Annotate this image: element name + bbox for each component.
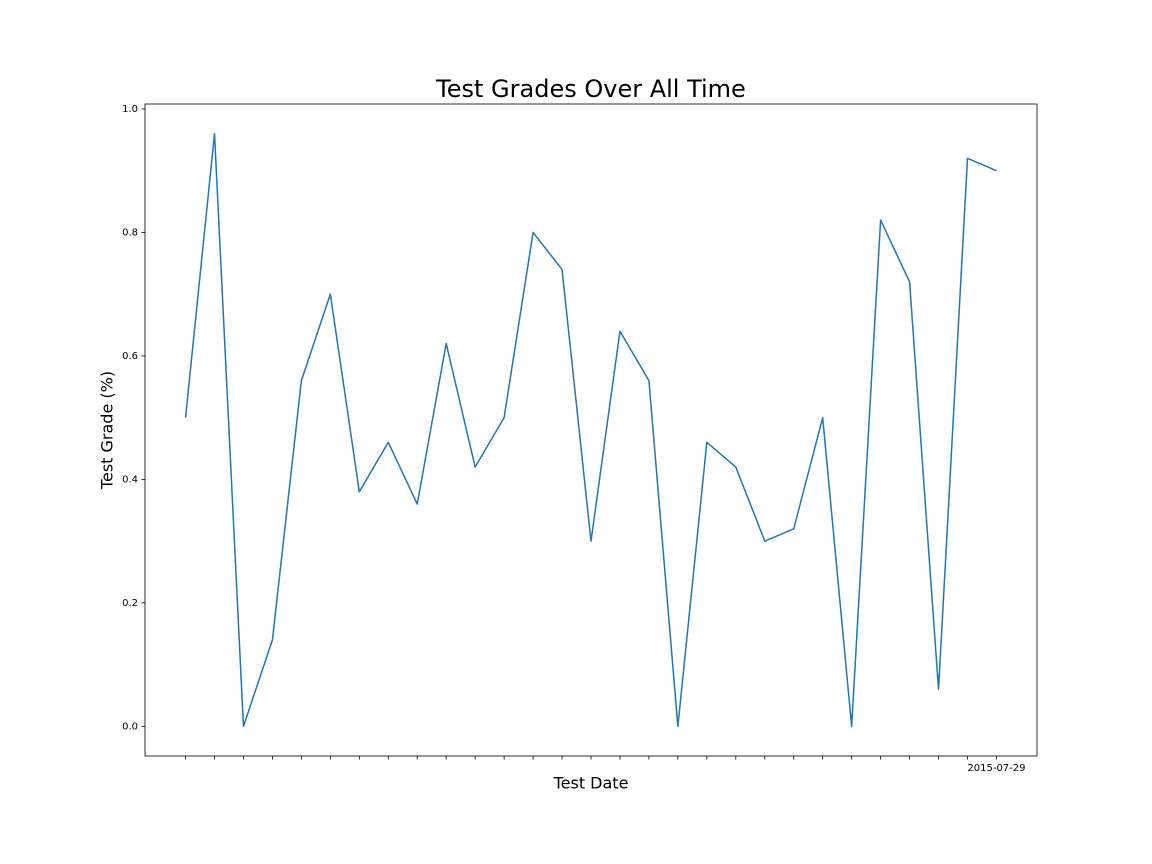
y-tick-label: 0.2 — [122, 598, 138, 609]
y-tick-label: 0.4 — [122, 474, 138, 485]
y-tick-label: 1.0 — [122, 104, 138, 115]
y-tick-label: 0.6 — [122, 351, 138, 362]
x-axis-label: Test Date — [553, 774, 629, 793]
x-tick-label: 2015-07-29 — [967, 763, 1025, 774]
y-tick-label: 0.0 — [122, 721, 138, 732]
y-tick-label: 0.8 — [122, 227, 138, 238]
y-axis-label: Test Grade (%) — [98, 371, 117, 490]
chart-title: Test Grades Over All Time — [435, 75, 746, 103]
line-series — [184, 132, 997, 728]
